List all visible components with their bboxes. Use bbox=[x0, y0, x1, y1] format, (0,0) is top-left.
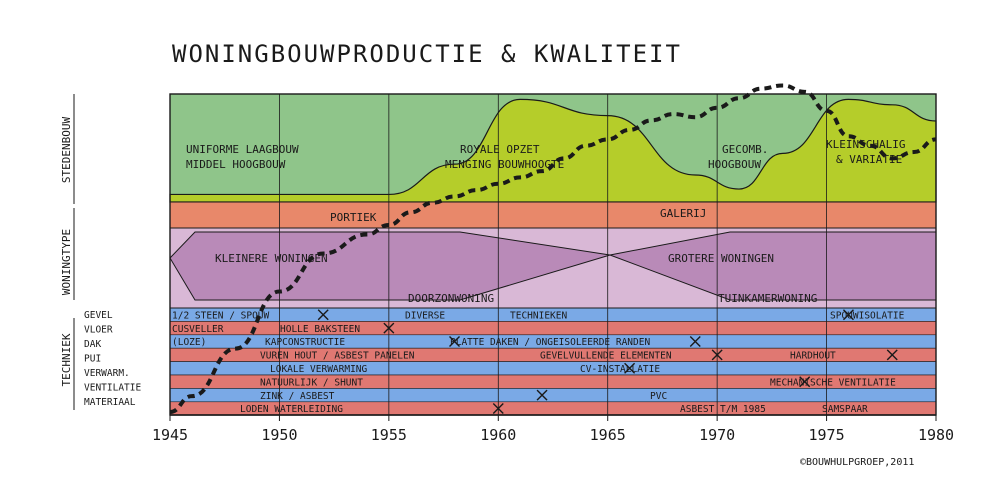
chart-title: WONINGBOUWPRODUCTIE & KWALITEIT bbox=[172, 40, 682, 68]
credit: ©BOUWHULPGROEP,2011 bbox=[800, 457, 915, 468]
stedenbouw-label: MENGING BOUWHOOGTE bbox=[445, 158, 564, 171]
woningtype-label: KLEINERE WONINGEN bbox=[215, 252, 328, 265]
stedenbouw-label: ROYALE OPZET bbox=[460, 143, 540, 156]
techniek-segment-label: VUREN HOUT / ASBEST PANELEN bbox=[260, 351, 415, 362]
techniek-row-label: DAK bbox=[84, 339, 101, 350]
techniek-row-labels: GEVEL VLOER DAK PUI VERWARM. VENTILATIE MATERI… bbox=[84, 310, 141, 408]
x-tick-label: 1980 bbox=[918, 426, 954, 444]
techniek-segment-label: SPOUWISOLATIE bbox=[830, 310, 905, 321]
change-marker bbox=[536, 389, 548, 401]
woningtype-label: TUINKAMERWONING bbox=[718, 292, 817, 305]
change-marker bbox=[449, 336, 461, 347]
side-labels: STEDENBOUW WONINGTYPE TECHNIEK bbox=[60, 94, 75, 410]
techniek-segment-label: MECHANISCHE VENTILATIE bbox=[770, 377, 896, 388]
techniek-segment-label: TECHNIEKEN bbox=[510, 310, 567, 321]
techniek-segment-label: ASBEST T/M 1985 bbox=[680, 404, 766, 415]
techniek-segment-label: LODEN WATERLEIDING bbox=[240, 404, 343, 415]
hoogbouw-area bbox=[169, 98, 937, 203]
techniek-segment-label: CV-INSTALLATIE bbox=[580, 364, 660, 375]
x-tick-label: 1955 bbox=[371, 426, 407, 444]
techniek-row-label: PUI bbox=[84, 354, 101, 365]
stedenbouw-label: UNIFORME LAAGBOUW bbox=[186, 143, 299, 156]
x-tick-label: 1950 bbox=[261, 426, 297, 444]
x-tick-label: 1975 bbox=[809, 426, 845, 444]
stedenbouw-label: MIDDEL HOOGBOUW bbox=[186, 158, 286, 171]
techniek-segment-label: NATUURLIJK / SHUNT bbox=[260, 377, 363, 388]
x-axis-ticks: 1945 1950 1955 1960 1965 1970 1975 1980 bbox=[152, 415, 954, 444]
change-marker bbox=[317, 309, 329, 321]
woningtype-label: DOORZONWONING bbox=[408, 292, 494, 305]
side-label: TECHNIEK bbox=[60, 333, 73, 386]
techniek-segment-label: ZINK / ASBEST bbox=[260, 391, 335, 402]
techniek-segment-label: (LOZE) bbox=[172, 337, 206, 348]
change-marker bbox=[886, 349, 898, 361]
techniek-segment-label: CUSVELLER bbox=[172, 324, 224, 335]
x-tick-label: 1970 bbox=[699, 426, 735, 444]
techniek-segment-label: SAMSPAAR bbox=[822, 404, 868, 415]
side-label: WONINGTYPE bbox=[60, 229, 73, 295]
x-tick-label: 1960 bbox=[480, 426, 516, 444]
techniek-segment-label: 1/2 STEEN / SPOUW bbox=[172, 310, 270, 321]
techniek-segment-label: DIVERSE bbox=[405, 310, 445, 321]
techniek-row-label: VLOER bbox=[84, 325, 113, 336]
stedenbouw-label: HOOGBOUW bbox=[708, 158, 761, 171]
techniek-row-label: VERWARM. bbox=[84, 368, 130, 379]
techniek-rows: 1/2 STEEN / SPOUW DIVERSE TECHNIEKEN SPOUWI… bbox=[169, 307, 937, 416]
change-marker bbox=[624, 362, 636, 374]
woningtype-label: GALERIJ bbox=[660, 207, 706, 220]
techniek-row-label: VENTILATIE bbox=[84, 383, 141, 394]
band-labels: UNIFORME LAAGBOUW MIDDEL HOOGBOUW ROYALE O… bbox=[186, 138, 905, 305]
techniek-segment-label: PLATTE DAKEN / ONGEISOLEERDE RANDEN bbox=[450, 337, 650, 348]
change-marker bbox=[799, 376, 811, 388]
production-curve bbox=[169, 83, 937, 414]
techniek-row-label: GEVEL bbox=[84, 310, 113, 321]
stedenbouw-label: GECOMB. bbox=[722, 143, 768, 156]
x-tick-label: 1965 bbox=[590, 426, 626, 444]
techniek-row-label: MATERIAAL bbox=[84, 397, 136, 408]
techniek-segment-label: HARDHOUT bbox=[790, 351, 836, 362]
woningtype-label: GROTERE WONINGEN bbox=[668, 252, 774, 265]
techniek-segment-label: HOLLE BAKSTEEN bbox=[280, 324, 360, 335]
techniek-segment-label: LOKALE VERWARMING bbox=[270, 364, 368, 375]
woningtype-label: PORTIEK bbox=[330, 211, 377, 224]
x-tick-label: 1945 bbox=[152, 426, 188, 444]
techniek-segment-label: GEVELVULLENDE ELEMENTEN bbox=[540, 351, 672, 362]
portiek-band bbox=[170, 202, 936, 228]
change-marker bbox=[842, 309, 854, 321]
side-label: STEDENBOUW bbox=[60, 117, 73, 184]
change-marker bbox=[689, 336, 701, 347]
techniek-segment-label: PVC bbox=[650, 391, 667, 402]
techniek-segment-label: KAPCONSTRUCTIE bbox=[265, 337, 345, 348]
